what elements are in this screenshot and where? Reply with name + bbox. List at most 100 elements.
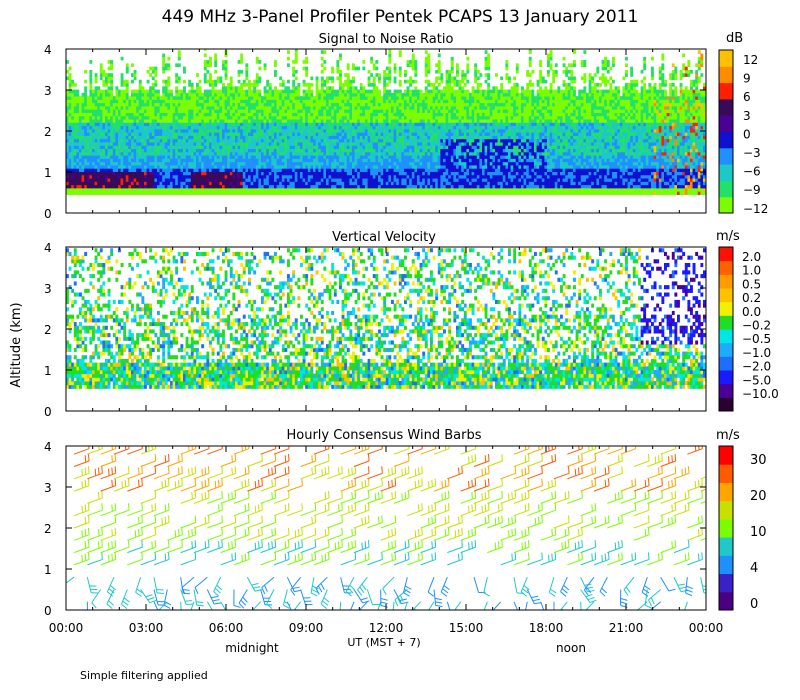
snr-cell: [365, 115, 368, 120]
snr-cell: [133, 105, 137, 110]
snr-cell: [284, 168, 288, 172]
snr-cell: [320, 112, 324, 117]
snr-cell: [196, 83, 199, 87]
snr-cell: [406, 138, 410, 143]
snr-cell: [154, 138, 158, 143]
snr-cell: [354, 99, 358, 104]
snr-cell: [94, 191, 98, 195]
snr-cell: [224, 102, 228, 107]
snr-cell: [279, 168, 283, 172]
snr-cell: [284, 102, 288, 107]
snr-cell: [123, 112, 127, 117]
snr-cell: [118, 142, 121, 146]
snr-cell: [331, 96, 335, 100]
snr-cell: [326, 158, 329, 163]
snr-cell: [248, 178, 251, 182]
snr-cell: [271, 128, 275, 133]
snr-cell: [323, 187, 327, 192]
snr-cell: [183, 151, 186, 156]
snr-cell: [151, 119, 155, 123]
snr-cell: [115, 168, 119, 172]
snr-cell: [320, 148, 324, 153]
snr-cell: [414, 99, 418, 104]
snr-cell: [146, 69, 150, 74]
snr-cell: [224, 142, 228, 146]
snr-cell: [237, 109, 241, 113]
snr-cell: [107, 158, 111, 163]
snr-cell: [144, 161, 147, 166]
snr-cell: [102, 145, 106, 150]
snr-cell: [370, 119, 374, 123]
snr-cell: [203, 53, 207, 58]
snr-cell: [227, 148, 231, 153]
snr-cell: [313, 96, 316, 100]
snr-cell: [398, 50, 402, 54]
snr-cell: [219, 96, 223, 100]
snr-cell: [326, 165, 329, 169]
snr-cell: [81, 145, 85, 150]
snr-cell: [193, 138, 197, 143]
snr-cell: [287, 122, 290, 127]
snr-cell: [102, 161, 106, 166]
snr-cell: [81, 112, 85, 117]
snr-cell: [237, 187, 241, 192]
snr-cell: [391, 112, 394, 117]
snr-cell: [271, 158, 275, 163]
snr-cell: [183, 102, 186, 107]
snr-cell: [398, 151, 402, 156]
snr-cell: [253, 125, 257, 130]
snr-cell: [326, 151, 329, 156]
snr-cell: [268, 112, 272, 117]
snr-cell: [333, 115, 337, 120]
snr-cell: [89, 184, 93, 189]
snr-cell: [367, 115, 371, 120]
snr-cell: [349, 86, 353, 90]
snr-cell: [229, 158, 233, 163]
snr-cell: [151, 191, 155, 195]
snr-cell: [398, 171, 402, 176]
snr-cell: [253, 168, 257, 172]
snr-cell: [432, 83, 436, 87]
snr-cell: [112, 102, 116, 107]
snr-cell: [263, 135, 267, 140]
snr-cell: [229, 102, 233, 107]
snr-cell: [89, 168, 93, 172]
snr-cell: [409, 79, 413, 84]
snr-cell: [133, 148, 137, 153]
snr-cell: [193, 112, 197, 117]
snr-cell: [242, 79, 246, 84]
snr-cell: [170, 145, 173, 150]
snr-cell: [305, 161, 309, 166]
snr-cell: [354, 105, 358, 110]
snr-cell: [398, 135, 402, 140]
snr-cell: [261, 148, 264, 153]
snr-cell: [424, 191, 428, 195]
snr-cell: [375, 165, 379, 169]
snr-cell: [102, 73, 106, 77]
snr-cell: [279, 135, 283, 140]
snr-cell: [86, 109, 90, 113]
snr-cell: [167, 105, 171, 110]
snr-cell: [333, 122, 337, 127]
snr-cell: [318, 161, 322, 166]
snr-cell: [203, 158, 207, 163]
snr-cell: [107, 115, 111, 120]
snr-cell: [300, 174, 303, 179]
snr-cell: [346, 76, 350, 81]
snr-cell: [84, 178, 88, 182]
snr-cell: [68, 148, 72, 153]
snr-cell: [336, 76, 340, 81]
snr-cell: [216, 171, 220, 176]
snr-cell: [263, 178, 267, 182]
snr-cell: [357, 109, 361, 113]
snr-cell: [274, 151, 277, 156]
snr-cell: [224, 109, 228, 113]
snr-cell: [245, 63, 249, 68]
snr-cell: [86, 155, 90, 159]
snr-cell: [287, 96, 290, 100]
snr-cell: [422, 158, 426, 163]
snr-cell: [284, 135, 288, 140]
snr-cell: [125, 168, 129, 172]
snr-cell: [86, 165, 90, 169]
snr-cell: [110, 63, 114, 68]
